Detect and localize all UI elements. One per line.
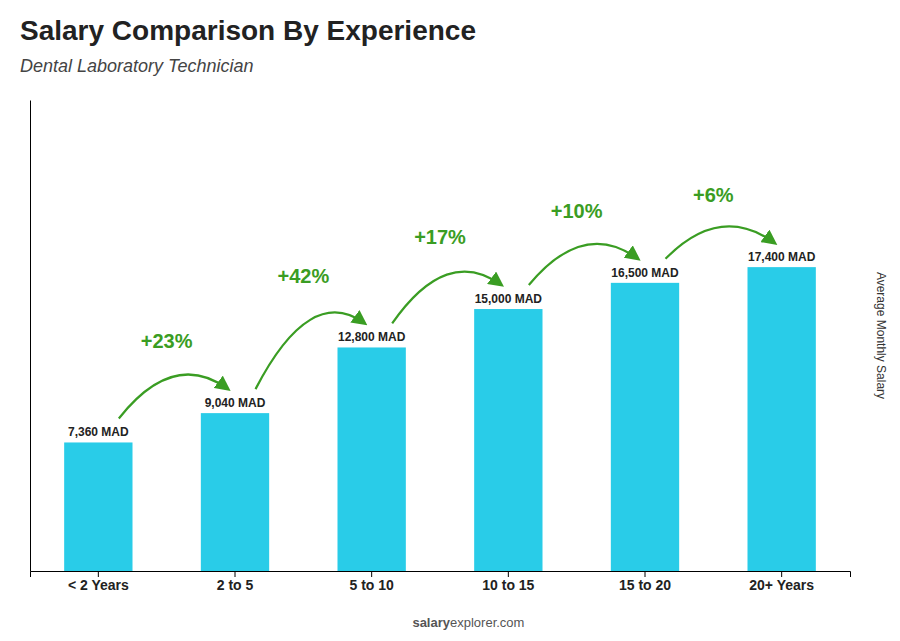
- bar: [64, 442, 132, 571]
- change-arrow: [392, 272, 501, 324]
- annotations: +23% +42% +17% +10% +6%: [119, 184, 775, 418]
- change-label: +42%: [277, 265, 329, 287]
- change-arrow: [529, 244, 638, 285]
- data-label: 16,500 MAD: [611, 266, 679, 280]
- title: Salary Comparison By Experience: [20, 15, 476, 46]
- change-label: +6%: [693, 184, 734, 206]
- change-label: +23%: [141, 330, 193, 352]
- bar: [611, 283, 679, 571]
- x-tick-label: < 2 Years: [68, 577, 129, 593]
- x-tick: 10 to 15: [482, 571, 534, 593]
- subtitle: Dental Laboratory Technician: [20, 56, 253, 76]
- change-label: +10%: [551, 200, 603, 222]
- x-tick-label: 5 to 10: [349, 577, 394, 593]
- y-axis-line: [30, 101, 31, 572]
- x-tick: 2 to 5: [217, 571, 254, 593]
- y-axis-title: Average Monthly Salary: [874, 272, 888, 399]
- y-axis: [30, 101, 31, 572]
- x-axis: < 2 Years 2 to 5 5 to 10 10 to 15 15 to 20 20…: [31, 571, 851, 593]
- bar: [338, 347, 406, 571]
- x-tick-label: 2 to 5: [217, 577, 254, 593]
- bar: [474, 309, 542, 571]
- change-arrow: [256, 312, 365, 389]
- x-tick: 20+ Years: [749, 571, 814, 593]
- x-tick-label: 10 to 15: [482, 577, 534, 593]
- data-label: 15,000 MAD: [475, 292, 543, 306]
- x-tick: < 2 Years: [68, 571, 129, 593]
- x-tick: 5 to 10: [349, 571, 394, 593]
- footer: salaryexplorer.com: [412, 615, 524, 630]
- data-labels: 7,360 MAD 9,040 MAD 12,800 MAD 15,000 MAD 16…: [68, 250, 816, 439]
- x-tick-label: 15 to 20: [619, 577, 671, 593]
- data-label: 7,360 MAD: [68, 425, 129, 439]
- x-tick: 15 to 20: [619, 571, 671, 593]
- x-axis-line: [31, 572, 851, 578]
- data-label: 9,040 MAD: [205, 396, 266, 410]
- change-arrow: [119, 374, 228, 418]
- change-label: +17%: [414, 226, 466, 248]
- data-label: 17,400 MAD: [748, 250, 816, 264]
- chart: Salary Comparison By Experience Dental La…: [0, 0, 900, 641]
- plot-area: [64, 267, 816, 571]
- change-arrow: [666, 226, 775, 258]
- bar: [201, 413, 269, 571]
- x-tick-label: 20+ Years: [749, 577, 814, 593]
- footer-regular: explorer.com: [450, 615, 524, 630]
- bar: [748, 267, 816, 571]
- footer-bold: salary: [412, 615, 450, 630]
- data-label: 12,800 MAD: [338, 330, 406, 344]
